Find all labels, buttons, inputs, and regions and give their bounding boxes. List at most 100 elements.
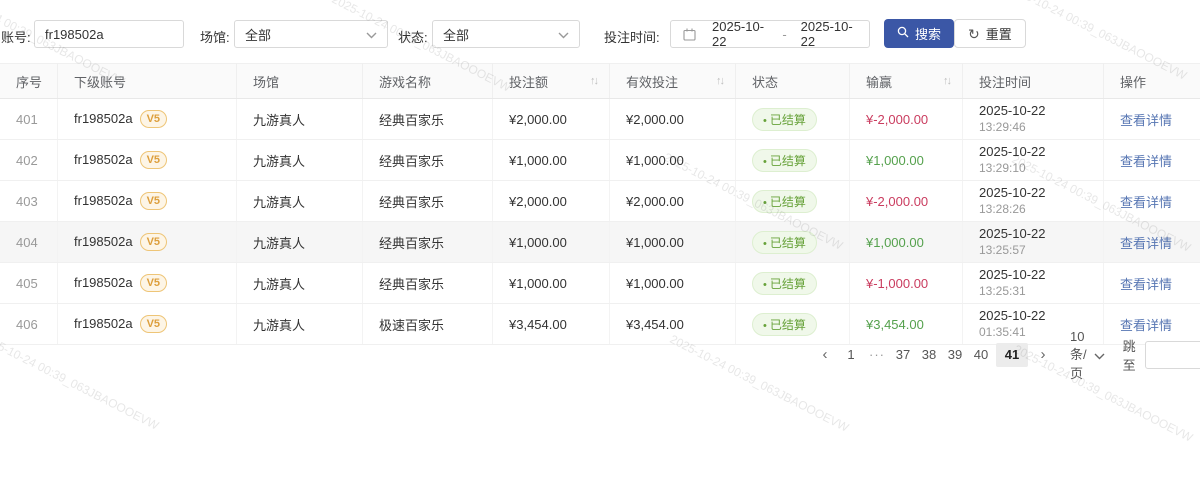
cell-index: 405 (0, 262, 58, 304)
cell-venue: 九游真人 (236, 303, 363, 345)
cell-sub-account: fr198502a V5 (57, 221, 237, 263)
status-select[interactable]: 全部 (432, 20, 580, 48)
sub-account-text: fr198502a (74, 193, 133, 208)
account-input[interactable] (34, 20, 184, 48)
cell-bet-amount: ¥3,454.00 (492, 303, 610, 345)
page-number[interactable]: 37 (895, 347, 911, 362)
cell-venue: 九游真人 (236, 221, 363, 263)
account-label: 账号: (1, 30, 31, 45)
status-label: 状态: (398, 30, 428, 45)
cell-valid-bet: ¥2,000.00 (609, 98, 736, 140)
status-badge: • 已结算 (752, 148, 817, 172)
cell-bet-time: 2025-10-22 13:29:10 (962, 139, 1104, 181)
win-loss-value: ¥-2,000.00 (866, 193, 929, 209)
search-button[interactable]: 搜索 (884, 19, 955, 48)
cell-game-name: 经典百家乐 (362, 98, 493, 140)
status-badge: • 已结算 (752, 230, 817, 254)
row-index: 402 (16, 152, 38, 168)
cell-bet-time: 2025-10-22 01:35:41 (962, 303, 1104, 345)
venue-select[interactable]: 全部 (234, 20, 388, 48)
row-index: 405 (16, 275, 38, 291)
cell-venue: 九游真人 (236, 262, 363, 304)
reset-button[interactable]: ↻ 重置 (954, 19, 1026, 48)
page-number-active[interactable]: 41 (996, 343, 1028, 367)
status-text: 已结算 (769, 276, 806, 291)
jump-page-input[interactable] (1144, 341, 1200, 369)
cell-win-loss: ¥-2,000.00 (849, 98, 963, 140)
cell-index: 404 (0, 221, 58, 263)
cell-index: 402 (0, 139, 58, 181)
prev-page-button[interactable]: ‹ (822, 346, 828, 363)
column-header-action: 操作 (1103, 63, 1200, 99)
cell-bet-time: 2025-10-22 13:28:26 (962, 180, 1104, 222)
date-range-picker[interactable]: 2025-10-22 - 2025-10-22 (670, 19, 870, 49)
cell-game-name: 极速百家乐 (362, 303, 493, 345)
cell-action: 查看详情 (1103, 262, 1200, 304)
row-index: 403 (16, 193, 38, 209)
table-row: 406 fr198502a V5 九游真人 极速百家乐 ¥3,454.00 ¥3,454.0… (0, 303, 1200, 345)
vip-level-badge: V5 (139, 110, 168, 128)
column-header-label: 投注时间 (979, 74, 1032, 90)
page-number[interactable]: 1 (847, 347, 855, 362)
column-header-label: 游戏名称 (379, 74, 432, 90)
table-row: 404 fr198502a V5 九游真人 经典百家乐 ¥1,000.00 ¥1,000.0… (0, 221, 1200, 263)
bet-clock-time: 13:28:26 (979, 202, 1026, 216)
column-header-label: 下级账号 (74, 74, 127, 90)
cell-action: 查看详情 (1103, 221, 1200, 263)
cell-action: 查看详情 (1103, 180, 1200, 222)
view-details-link[interactable]: 查看详情 (1120, 153, 1173, 169)
view-details-link[interactable]: 查看详情 (1120, 194, 1173, 210)
status-dot-icon: • (763, 196, 767, 209)
page-number[interactable]: 38 (921, 347, 937, 362)
status-text: 已结算 (769, 112, 806, 127)
column-header-bet-amount[interactable]: 投注额 ↑↓ (492, 63, 610, 99)
bet-clock-time: 13:29:46 (979, 120, 1026, 134)
sort-icon[interactable]: ↑↓ (716, 75, 725, 87)
bet-date: 2025-10-22 (979, 267, 1046, 282)
refresh-icon: ↻ (968, 25, 980, 42)
cell-game-name: 经典百家乐 (362, 221, 493, 263)
cell-win-loss: ¥3,454.00 (849, 303, 963, 345)
sort-icon[interactable]: ↑↓ (590, 75, 599, 87)
cell-sub-account: fr198502a V5 (57, 139, 237, 181)
bet-records-table: 序号 下级账号 场馆 游戏名称 投注额 ↑↓ 有效投注 ↑↓ 状态 输赢 ↑↓ 投注时间 操作 401 f… (0, 63, 1200, 345)
view-details-link[interactable]: 查看详情 (1120, 112, 1173, 128)
cell-sub-account: fr198502a V5 (57, 303, 237, 345)
view-details-link[interactable]: 查看详情 (1120, 235, 1173, 251)
page-number[interactable]: 39 (947, 347, 963, 362)
cell-sub-account: fr198502a V5 (57, 180, 237, 222)
sub-account-text: fr198502a (74, 316, 133, 331)
column-header-label: 场馆 (253, 74, 280, 90)
chevron-down-icon (366, 27, 377, 42)
cell-win-loss: ¥1,000.00 (849, 221, 963, 263)
column-header-win-loss[interactable]: 输赢 ↑↓ (849, 63, 963, 99)
cell-game-name: 经典百家乐 (362, 139, 493, 181)
bet-clock-time: 13:25:57 (979, 243, 1026, 257)
page-number[interactable]: 40 (973, 347, 989, 362)
page-ellipsis: ··· (869, 347, 885, 362)
column-header-valid-bet[interactable]: 有效投注 ↑↓ (609, 63, 736, 99)
view-details-link[interactable]: 查看详情 (1120, 317, 1173, 333)
search-button-label: 搜索 (915, 27, 942, 42)
cell-action: 查看详情 (1103, 139, 1200, 181)
cell-action: 查看详情 (1103, 303, 1200, 345)
next-page-button[interactable]: › (1040, 346, 1046, 363)
view-details-link[interactable]: 查看详情 (1120, 276, 1173, 292)
cell-bet-time: 2025-10-22 13:25:57 (962, 221, 1104, 263)
cell-game-name: 经典百家乐 (362, 262, 493, 304)
calendar-icon (683, 28, 696, 41)
status-text: 已结算 (769, 317, 806, 332)
table-header-row: 序号 下级账号 场馆 游戏名称 投注额 ↑↓ 有效投注 ↑↓ 状态 输赢 ↑↓ 投注时间 操作 (0, 63, 1200, 99)
chevron-down-icon (558, 27, 569, 42)
cell-venue: 九游真人 (236, 139, 363, 181)
status-badge: • 已结算 (752, 189, 817, 213)
sort-icon[interactable]: ↑↓ (943, 75, 952, 87)
status-dot-icon: • (763, 155, 767, 168)
jump-to-label: 跳至 (1122, 339, 1136, 373)
cell-bet-amount: ¥1,000.00 (492, 139, 610, 181)
status-badge: • 已结算 (752, 312, 817, 336)
status-dot-icon: • (763, 114, 767, 127)
page-size-select[interactable]: 10 条/页 (1070, 329, 1105, 382)
cell-status: • 已结算 (735, 180, 850, 222)
column-header-label: 投注额 (509, 74, 549, 90)
